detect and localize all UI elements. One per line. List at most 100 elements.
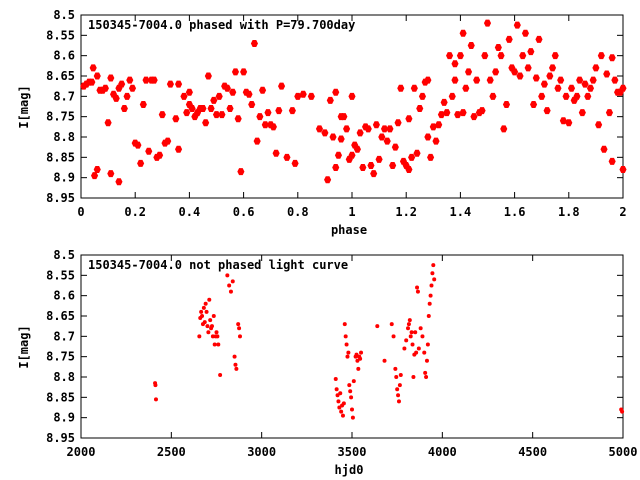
unphased-data-point (233, 362, 238, 367)
phased-data-point (416, 105, 424, 113)
unphased-data-point (427, 301, 432, 306)
phased-data-point (332, 88, 340, 96)
phased-data-point (608, 54, 616, 62)
phased-y-tick-label: 8.65 (46, 69, 75, 83)
unphased-data-point (409, 330, 414, 335)
unphased-data-point (215, 334, 220, 339)
phased-data-point (172, 115, 180, 123)
phased-data-point (188, 105, 196, 113)
unphased-data-point (200, 314, 205, 318)
phased-data-point (183, 109, 191, 117)
phased-data-point (391, 143, 399, 151)
phased-data-point (535, 35, 543, 43)
phased-data-point (459, 109, 467, 117)
unphased-data-point (342, 322, 347, 327)
unphased-data-point (350, 407, 354, 412)
phased-x-tick-label: 0.2 (124, 205, 146, 219)
phased-data-point (115, 178, 123, 186)
unphased-data-point (393, 366, 398, 371)
phased-data-point (307, 92, 315, 100)
phased-data-point (128, 84, 137, 92)
unphased-data-point (413, 330, 418, 335)
phased-data-point (573, 92, 581, 100)
phased-data-point (256, 113, 264, 121)
phased-data-point (427, 153, 435, 161)
unphased-y-tick-label: 8.85 (46, 390, 75, 404)
unphased-data-point (237, 334, 242, 339)
phased-y-tick-label: 8.95 (46, 191, 75, 205)
unphased-y-tick-label: 8.8 (53, 370, 75, 384)
unphased-data-point (340, 413, 345, 418)
unphased-data-point (211, 314, 216, 318)
unphased-data-point (416, 346, 421, 351)
unphased-data-point (236, 322, 241, 327)
unphased-y-tick-label: 8.7 (53, 329, 75, 343)
phased-data-point (502, 100, 511, 108)
unphased-data-point (395, 387, 400, 392)
phased-y-tick-label: 8.9 (53, 171, 75, 185)
phased-data-point (456, 52, 464, 60)
phased-data-point (223, 84, 231, 92)
unphased-y-ticks: 8.5 8.55 8.6 8.65 8.7 8.75 8.8 8.85 8.9 8.95 (46, 248, 623, 445)
phased-data-point (405, 115, 413, 123)
unphased-data-point (404, 338, 409, 343)
phased-data-point (356, 129, 364, 137)
phased-plot-frame (80, 14, 624, 199)
phased-data-point (611, 76, 619, 84)
phased-data-point (326, 96, 334, 104)
phased-data-point (175, 145, 183, 153)
unphased-data-point (334, 387, 339, 392)
phased-data-point (462, 84, 470, 92)
unphased-data-point (430, 271, 435, 276)
unphased-data-point (406, 326, 411, 331)
phased-points (80, 19, 627, 186)
unphased-data-point (333, 377, 338, 382)
unphased-data-point (414, 350, 419, 355)
unphased-data-point (375, 324, 380, 329)
phased-y-tick-label: 8.85 (46, 150, 75, 164)
phased-data-point (112, 94, 120, 102)
unphased-chart: 2000 2500 3000 3500 4000 4500 5000 8.58.558.68… (17, 248, 637, 477)
unphased-data-point (425, 342, 430, 347)
unphased-data-point (230, 279, 235, 284)
unphased-data-point (394, 375, 399, 379)
unphased-x-tick-label: 5000 (609, 445, 638, 459)
phased-data-point (565, 119, 573, 127)
phased-data-point (530, 100, 538, 108)
phased-data-point (126, 76, 134, 84)
unphased-x-ticks: 2000 2500 3000 3500 4000 4500 5000 (67, 255, 638, 459)
unphased-points (153, 263, 625, 420)
unphased-data-point (422, 350, 427, 355)
unphased-data-point (153, 397, 158, 402)
phased-data-point (562, 92, 570, 100)
unphased-data-point (424, 358, 429, 363)
unphased-y-tick-label: 8.65 (46, 309, 75, 323)
phased-data-point (180, 92, 188, 100)
unphased-data-point (234, 366, 239, 371)
phased-data-point (139, 100, 147, 108)
phased-data-point (89, 64, 97, 72)
unphased-y-tick-label: 8.55 (46, 268, 75, 282)
phased-data-point (597, 52, 605, 60)
unphased-data-point (338, 391, 343, 396)
unphased-data-point (214, 330, 219, 335)
phased-chart: 0 0.2 0.4 0.6 0.8 1 1.2 1.4 1.6 1.8 2 8.58.558.68.… (17, 8, 627, 237)
unphased-data-point (431, 263, 436, 268)
phased-data-point (595, 121, 603, 129)
phased-data-point (389, 161, 397, 169)
unphased-data-point (426, 314, 431, 318)
unphased-x-tick-label: 4500 (518, 445, 547, 459)
phased-data-point (175, 80, 183, 88)
phased-data-point (586, 84, 595, 92)
phased-data-point (210, 96, 218, 104)
unphased-data-point (415, 289, 420, 294)
phased-data-point (619, 84, 627, 92)
phased-data-point (486, 76, 494, 84)
unphased-data-point (620, 409, 625, 414)
unphased-data-point (424, 375, 429, 379)
phased-data-point (532, 74, 540, 82)
phased-data-point (546, 72, 554, 80)
unphased-data-point (356, 366, 361, 371)
phased-data-point (448, 92, 456, 100)
